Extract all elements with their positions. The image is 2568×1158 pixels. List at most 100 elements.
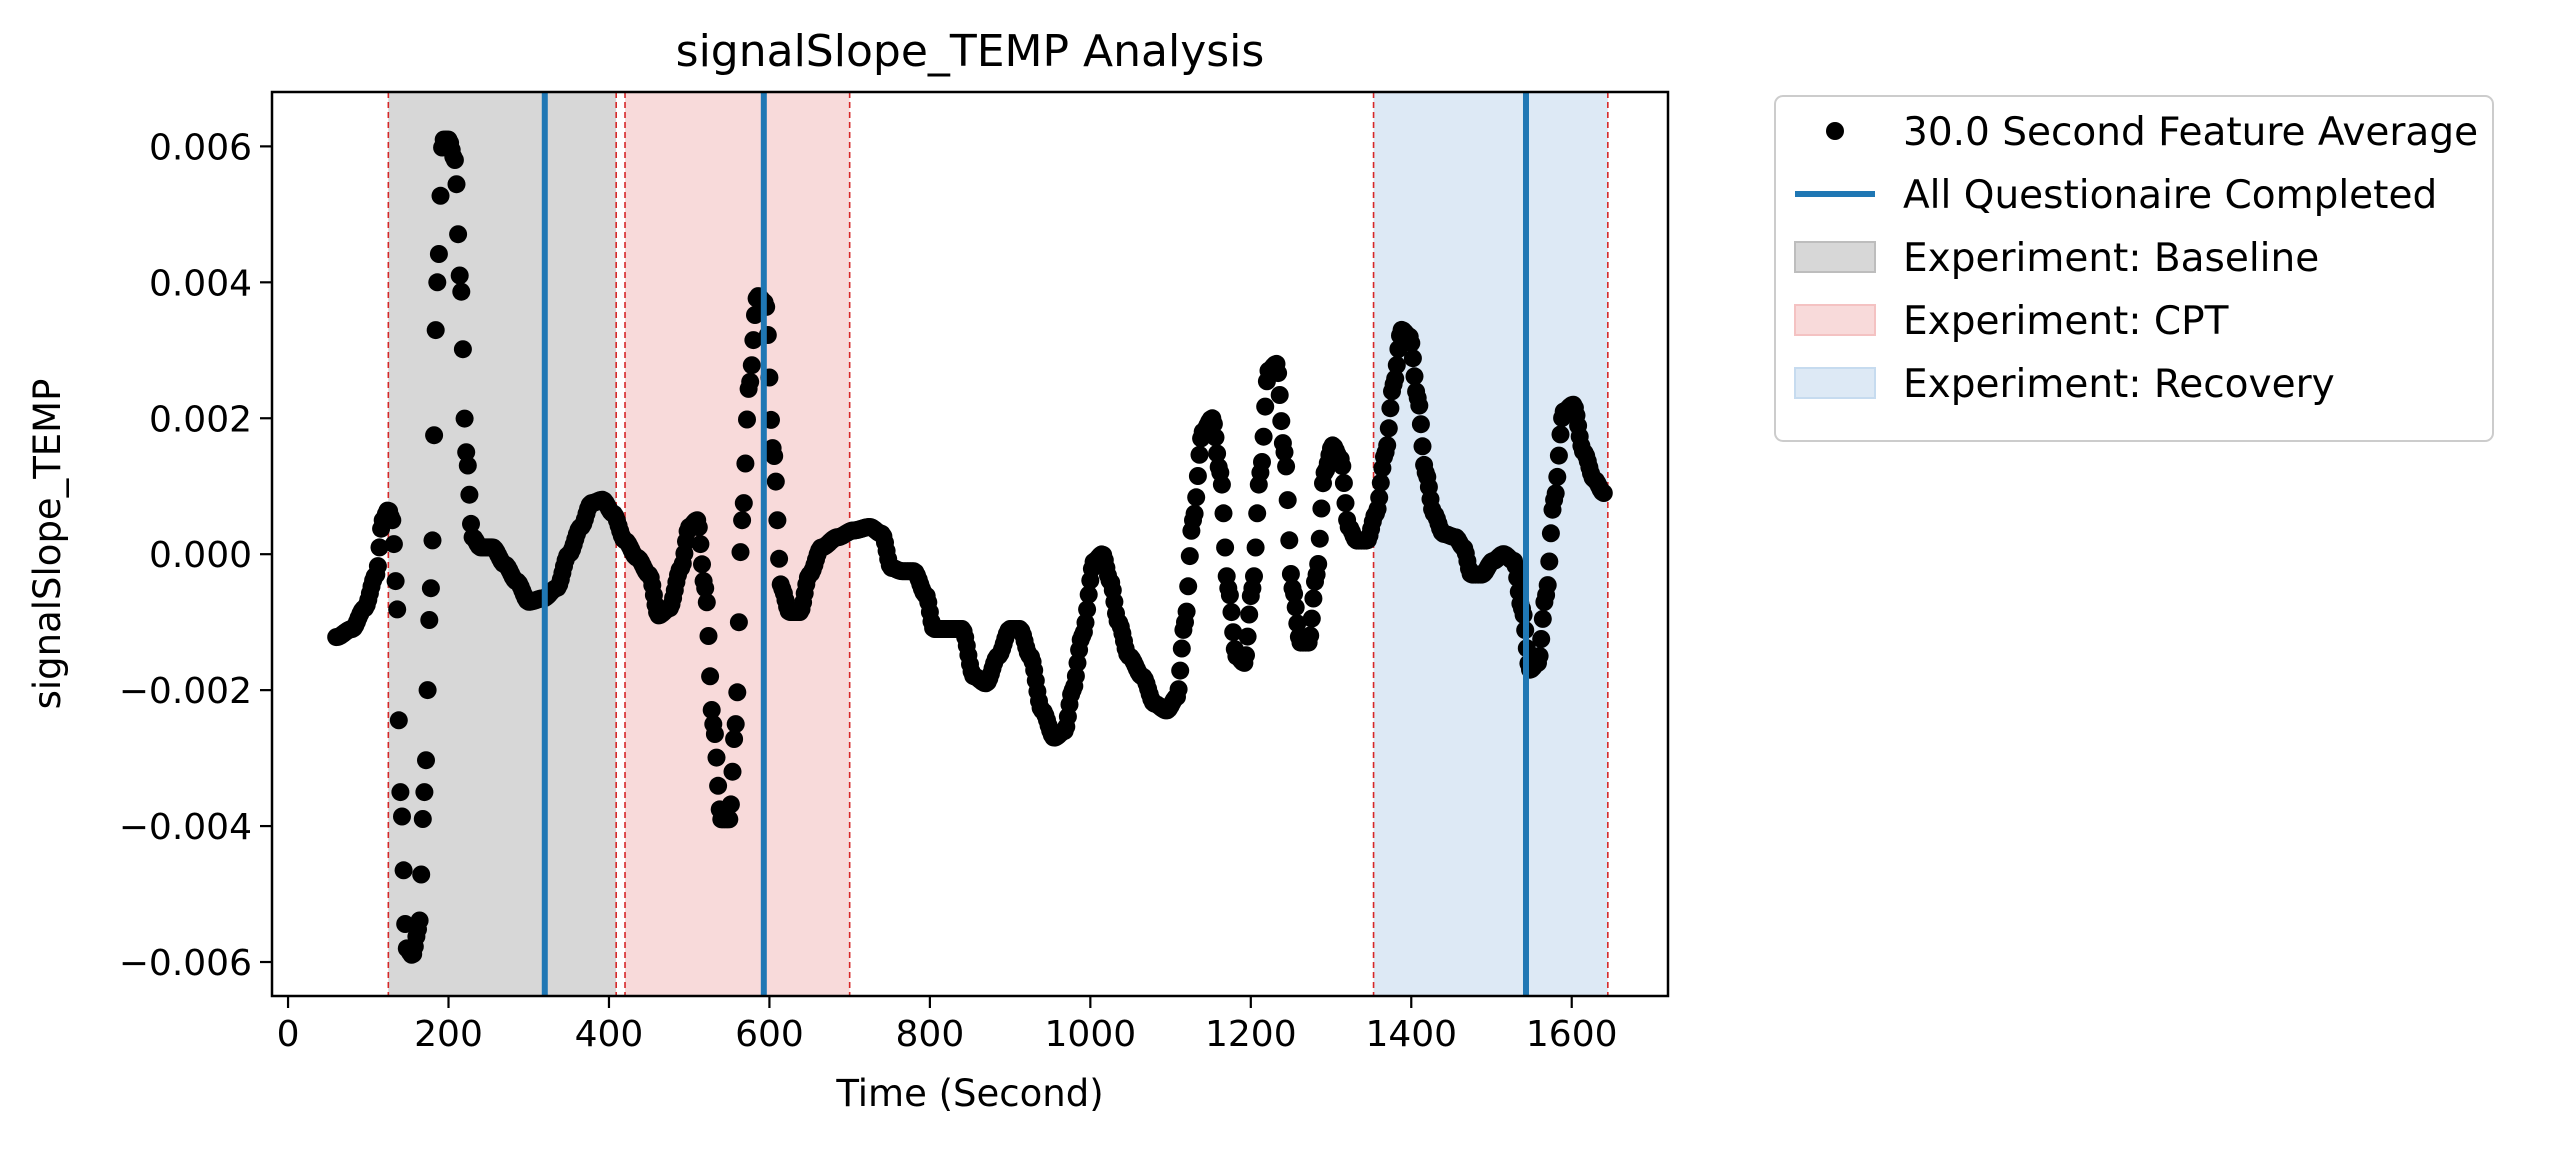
data-point xyxy=(452,282,471,301)
y-tick-label: 0.000 xyxy=(149,535,252,576)
data-point xyxy=(744,331,763,350)
axes-frame xyxy=(270,90,1670,998)
data-point xyxy=(731,543,750,562)
data-point xyxy=(1171,661,1190,680)
data-point xyxy=(723,762,742,781)
data-point xyxy=(417,751,435,770)
data-point xyxy=(1413,437,1432,456)
data-point xyxy=(1180,547,1199,566)
x-tick-label: 1400 xyxy=(1365,1014,1457,1055)
data-point xyxy=(768,511,787,530)
data-point xyxy=(1538,576,1557,595)
data-point xyxy=(1188,467,1207,485)
data-point xyxy=(1270,386,1289,404)
data-point xyxy=(386,572,405,591)
data-point xyxy=(1302,609,1321,628)
data-point xyxy=(1190,445,1209,464)
legend-label: Experiment: Recovery xyxy=(1903,362,2335,407)
data-point xyxy=(1410,396,1429,415)
data-point xyxy=(394,861,413,880)
data-point xyxy=(457,443,476,462)
x-tick-label: 1000 xyxy=(1045,1014,1137,1055)
region-experiment-recovery xyxy=(1373,92,1608,996)
data-point xyxy=(431,186,450,205)
data-point xyxy=(1272,412,1291,431)
data-point xyxy=(736,454,755,473)
data-point xyxy=(426,321,445,340)
data-point xyxy=(429,245,448,263)
data-point xyxy=(733,511,752,530)
data-point xyxy=(460,485,479,504)
chart-title: signalSlope_TEMP Analysis xyxy=(676,26,1265,77)
data-point xyxy=(1076,613,1095,632)
y-tick-label: 0.006 xyxy=(149,127,252,168)
data-point xyxy=(720,810,739,829)
data-point xyxy=(766,472,785,491)
legend-label: Experiment: Baseline xyxy=(1903,236,2319,281)
data-point xyxy=(410,911,429,930)
legend-label: All Questionaire Completed xyxy=(1903,173,2437,218)
data-point xyxy=(455,409,474,428)
legend-marker-patch xyxy=(1794,241,1876,273)
data-point xyxy=(726,715,745,734)
data-point xyxy=(1238,627,1257,646)
data-point xyxy=(391,783,410,802)
data-point xyxy=(1288,614,1307,633)
x-tick-label: 800 xyxy=(896,1014,965,1055)
data-point xyxy=(1204,414,1223,433)
x-tick-label: 600 xyxy=(735,1014,804,1055)
data-point xyxy=(1280,531,1299,550)
data-point xyxy=(1594,484,1613,502)
data-point xyxy=(1248,504,1267,523)
data-point xyxy=(1224,623,1243,642)
data-point xyxy=(462,514,480,533)
data-point xyxy=(1281,565,1300,583)
data-point xyxy=(1312,499,1331,518)
data-point xyxy=(458,456,477,475)
data-point xyxy=(368,557,387,576)
data-point xyxy=(1206,428,1225,447)
data-point xyxy=(418,681,437,700)
data-point xyxy=(1212,475,1231,494)
data-point xyxy=(1269,364,1288,383)
y-tick-label: −0.002 xyxy=(119,671,252,712)
data-point xyxy=(741,372,760,391)
data-point xyxy=(428,273,447,292)
data-point xyxy=(707,748,726,767)
data-point xyxy=(1386,369,1405,388)
data-point xyxy=(734,494,753,513)
legend-label: Experiment: CPT xyxy=(1903,299,2229,344)
data-point xyxy=(1336,494,1355,513)
x-tick-label: 400 xyxy=(575,1014,644,1055)
y-tick-label: 0.002 xyxy=(149,399,252,440)
data-point xyxy=(729,613,748,632)
data-point xyxy=(1253,453,1271,471)
data-point xyxy=(383,511,402,530)
data-point xyxy=(1216,538,1235,557)
data-point xyxy=(1530,646,1549,665)
data-point xyxy=(702,701,721,719)
data-point xyxy=(1245,567,1263,586)
data-point xyxy=(1304,589,1323,608)
data-point xyxy=(413,810,432,828)
data-point xyxy=(1214,504,1233,523)
data-point xyxy=(425,426,444,445)
data-point xyxy=(1533,609,1552,628)
data-point xyxy=(1301,626,1320,645)
data-point xyxy=(701,667,720,686)
data-point xyxy=(742,356,761,375)
x-tick-label: 200 xyxy=(414,1014,483,1055)
data-point xyxy=(1541,524,1560,543)
data-point xyxy=(1278,491,1297,510)
data-point xyxy=(449,225,468,244)
legend-label: 30.0 Second Feature Average xyxy=(1903,110,2478,155)
data-point xyxy=(728,683,747,702)
data-point xyxy=(1254,427,1273,446)
data-point xyxy=(725,730,744,748)
data-point xyxy=(1185,504,1204,523)
data-point xyxy=(447,175,466,194)
data-point xyxy=(1532,630,1551,648)
data-point xyxy=(1549,446,1568,465)
